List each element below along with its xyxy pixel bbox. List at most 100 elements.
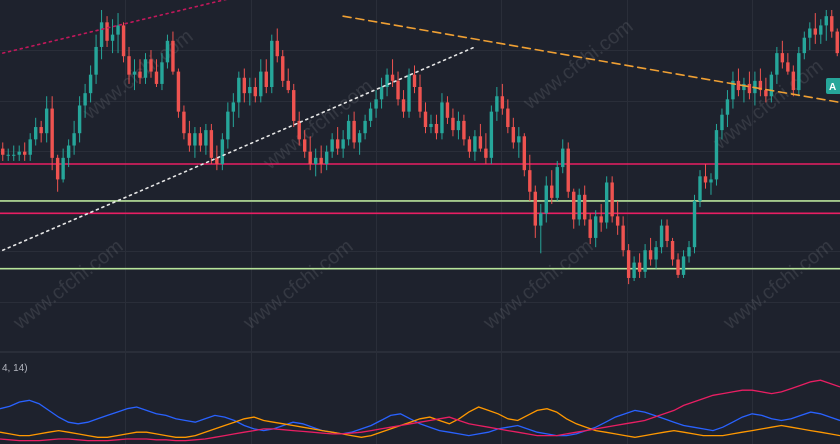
candle-body — [604, 182, 609, 223]
candle-body — [259, 71, 263, 97]
candle-body — [830, 16, 834, 32]
candle-body — [368, 108, 373, 121]
candle-body — [528, 170, 532, 192]
candle-body — [132, 71, 137, 75]
candle-body — [110, 34, 115, 41]
candle-body — [23, 151, 27, 155]
candlestick-series — [1, 10, 839, 285]
candle-body — [33, 127, 38, 140]
candle-body — [495, 96, 499, 112]
candle-body — [303, 139, 307, 152]
candle-body — [12, 154, 16, 156]
candle-body — [231, 102, 236, 112]
candle-body — [143, 59, 148, 78]
candle-body — [324, 151, 329, 164]
candle-body — [99, 22, 104, 47]
candle-body — [786, 62, 790, 72]
candle-body — [572, 191, 576, 220]
candle-body — [55, 157, 60, 180]
candle-body — [577, 194, 581, 220]
candle-body — [341, 139, 345, 149]
candle-body — [764, 90, 768, 97]
candle-body — [615, 216, 620, 226]
candle-body — [330, 139, 334, 152]
candle-body — [418, 87, 422, 112]
candle-body — [637, 262, 642, 272]
candle-body — [670, 241, 675, 260]
candle-body — [434, 123, 439, 134]
candle-body — [105, 22, 109, 41]
candle-body — [357, 133, 362, 143]
candle-body — [506, 108, 510, 128]
candle-body — [264, 71, 268, 87]
candle-body — [500, 96, 505, 109]
candle-body — [555, 167, 559, 198]
candle-body — [308, 151, 312, 164]
candle-body — [632, 262, 636, 278]
candle-body — [698, 176, 702, 201]
candle-body — [335, 139, 340, 149]
candle-body — [209, 130, 214, 158]
candle-body — [550, 185, 554, 198]
candle-body — [539, 213, 543, 226]
trendlines — [1, 0, 840, 252]
candle-body — [802, 37, 807, 54]
oscillator-series-0 — [0, 399, 840, 437]
candle-body — [725, 99, 730, 115]
candle-body — [808, 28, 812, 38]
uptrend-line — [1, 46, 476, 252]
candle-body — [775, 53, 779, 75]
candle-body — [77, 105, 82, 134]
candle-body — [313, 157, 318, 164]
candle-body — [248, 87, 252, 94]
candle-body — [374, 99, 378, 109]
candle-body — [50, 108, 54, 158]
candle-body — [61, 157, 65, 180]
candle-body — [407, 74, 411, 112]
candle-body — [160, 62, 164, 84]
candle-body — [363, 120, 367, 134]
candle-body — [198, 133, 203, 146]
candle-body — [473, 136, 477, 152]
candle-body — [511, 127, 516, 143]
candle-body — [703, 176, 708, 183]
candle-body — [154, 71, 159, 84]
candle-body — [643, 250, 647, 272]
candle-body — [681, 256, 686, 275]
candle-body — [6, 154, 10, 156]
candle-body — [72, 133, 76, 146]
upper-channel-line — [1, 0, 228, 54]
oscillator-series-1 — [0, 406, 840, 438]
candle-body — [226, 111, 230, 140]
candle-body — [39, 127, 43, 134]
candle-body — [467, 139, 472, 152]
candle-body — [88, 74, 93, 94]
candle-body — [769, 74, 774, 97]
candle-body — [297, 120, 301, 140]
candle-body — [824, 16, 828, 26]
candle-body — [813, 28, 817, 35]
candle-body — [385, 74, 389, 87]
oscillator-pane — [0, 379, 840, 442]
candle-body — [714, 130, 719, 180]
candle-body — [665, 225, 669, 241]
candle-body — [445, 102, 450, 118]
candle-body — [742, 83, 746, 91]
candle-body — [654, 247, 658, 260]
candle-body — [292, 90, 296, 121]
candle-body — [676, 259, 680, 275]
candle-body — [319, 157, 323, 164]
candle-body — [517, 136, 521, 143]
candle-body — [352, 120, 356, 143]
candle-body — [94, 46, 98, 75]
candle-body — [544, 185, 548, 214]
candle-body — [270, 40, 274, 87]
candle-body — [599, 216, 603, 223]
candle-body — [692, 200, 697, 248]
price-tag-label: A — [829, 82, 836, 93]
candle-body — [83, 93, 87, 106]
candle-body — [659, 225, 664, 248]
candle-body — [566, 148, 570, 192]
oscillator-label: 4, 14) — [2, 363, 28, 374]
